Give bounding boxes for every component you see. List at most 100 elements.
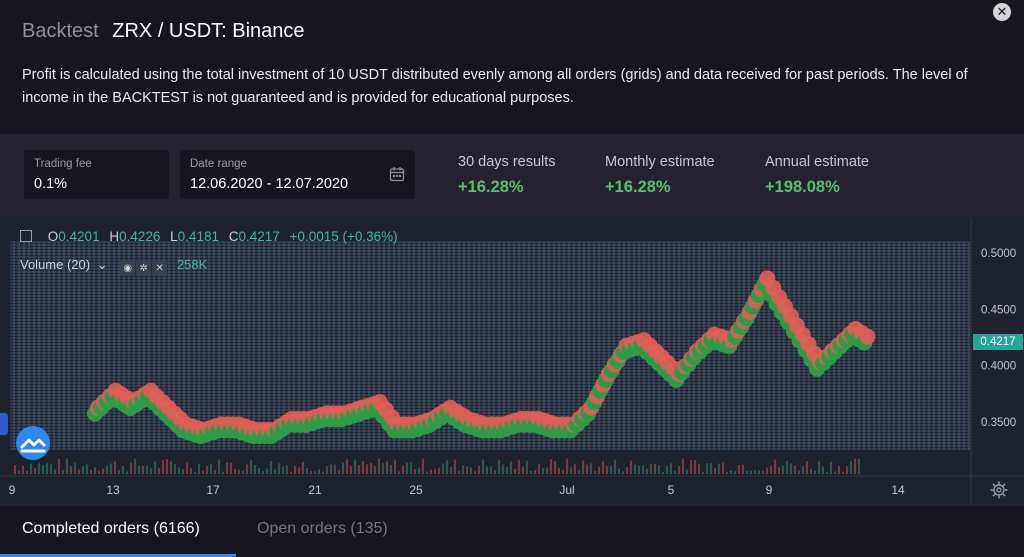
volume-bar — [70, 466, 72, 474]
x-tick-label: 21 — [308, 483, 322, 497]
eye-icon[interactable]: ◉ — [120, 261, 136, 276]
volume-bar — [102, 468, 104, 474]
x-tick-label: 13 — [106, 483, 120, 497]
volume-bar — [330, 464, 332, 474]
volume-bar — [734, 471, 736, 474]
volume-bar — [154, 461, 156, 474]
volume-bar — [670, 463, 672, 474]
date-range-label: Date range — [190, 158, 247, 170]
volume-bar — [450, 467, 452, 474]
volume-bar — [394, 459, 396, 474]
description-text: Profit is calculated using the total inv… — [22, 67, 968, 106]
volume-bar — [818, 461, 820, 474]
chevron-down-icon[interactable]: ⌄ — [96, 257, 108, 272]
tab-completed-orders[interactable]: Completed orders (6166) — [22, 520, 200, 537]
volume-bar — [138, 465, 140, 474]
collapse-icon[interactable] — [20, 230, 32, 242]
volume-bar — [610, 465, 612, 474]
volume-bar — [266, 468, 268, 474]
volume-bar — [342, 462, 344, 474]
volume-bar — [302, 461, 304, 474]
volume-bar — [438, 467, 440, 474]
volume-bar — [258, 468, 260, 474]
volume-bar — [514, 468, 516, 474]
volume-bar — [62, 470, 64, 474]
volume-bar — [54, 469, 56, 474]
y-tick-label: 0.4500 — [981, 304, 1016, 316]
volume-bar — [406, 462, 408, 474]
volume-bar — [382, 462, 384, 474]
volume-bar — [134, 458, 136, 474]
open-label: O — [47, 229, 59, 244]
volume-bar — [378, 458, 380, 474]
gear-icon[interactable]: ✲ — [136, 261, 152, 276]
sidebar-toggle[interactable] — [0, 413, 8, 435]
volume-bar — [214, 470, 216, 474]
volume-bar — [234, 468, 236, 474]
volume-bar — [558, 468, 560, 474]
volume-bar — [630, 460, 632, 474]
tradingview-logo-icon[interactable] — [16, 426, 50, 460]
volume-bar — [126, 471, 128, 474]
date-range-field[interactable]: Date range 12.06.2020 - 12.07.2020 — [180, 150, 415, 199]
volume-bar — [722, 462, 724, 474]
stat-label: Annual estimate — [765, 154, 869, 170]
volume-bar — [574, 464, 576, 474]
volume-bar — [546, 467, 548, 474]
volume-bar — [582, 460, 584, 474]
volume-bar — [442, 463, 444, 474]
volume-bar — [30, 463, 32, 474]
volume-bar — [718, 463, 720, 474]
volume-bar — [354, 459, 356, 474]
high-value: 0.4226 — [119, 229, 161, 244]
volume-bar — [398, 471, 400, 474]
volume-bar — [390, 464, 392, 474]
volume-bar — [322, 471, 324, 474]
volume-bar — [810, 469, 812, 474]
volume-bar — [182, 468, 184, 474]
volume-bar — [358, 465, 360, 474]
stat-value: +16.28% — [605, 178, 671, 196]
trading-fee-field[interactable]: Trading fee 0.1% — [24, 150, 169, 199]
volume-bar — [46, 462, 48, 474]
volume-bar — [642, 465, 644, 474]
volume-bar — [350, 465, 352, 474]
close-icon[interactable]: ✕ — [993, 3, 1011, 21]
volume-bar — [858, 458, 860, 474]
volume-bar — [94, 467, 96, 474]
volume-bar — [246, 464, 248, 474]
tab-open-orders[interactable]: Open orders (135) — [257, 520, 388, 537]
volume-bar — [274, 469, 276, 474]
volume-bar — [466, 466, 468, 474]
volume-bar — [118, 470, 120, 474]
price-axis[interactable]: 0.3500 0.4000 0.4500 0.5000 — [981, 248, 1016, 429]
volume-bar — [106, 465, 108, 474]
volume-bar — [158, 468, 160, 474]
volume-bar — [590, 463, 592, 474]
volume-bar — [26, 470, 28, 474]
volume-bar — [146, 465, 148, 474]
volume-bar — [218, 459, 220, 474]
close-icon[interactable]: ✕ — [152, 261, 168, 276]
stat-annual: Annual estimate +198.08% — [765, 154, 869, 197]
change-value: +0.0015 (+0.36%) — [289, 229, 398, 244]
volume-bar — [798, 470, 800, 474]
volume-bar — [262, 471, 264, 474]
volume-bar — [838, 465, 840, 474]
volume-label[interactable]: Volume (20) — [20, 257, 91, 272]
volume-bar — [374, 465, 376, 474]
volume-bar — [678, 465, 680, 474]
volume-bar — [746, 470, 748, 474]
volume-bar — [646, 468, 648, 474]
volume-bar — [210, 463, 212, 474]
volume-bar — [658, 465, 660, 474]
volume-bar — [14, 465, 16, 474]
calendar-icon[interactable] — [389, 166, 405, 182]
time-axis[interactable]: 9 13 17 21 25 Jul 5 9 14 — [9, 483, 905, 497]
volume-bar — [458, 470, 460, 474]
x-tick-label: 14 — [891, 483, 905, 497]
chart-settings-icon[interactable] — [990, 481, 1008, 499]
volume-bar — [806, 461, 808, 474]
volume-bar — [298, 467, 300, 474]
price-chart[interactable]: 0.3500 0.4000 0.4500 0.5000 9 13 17 21 25 Jul 5 9 1… — [0, 218, 1024, 504]
